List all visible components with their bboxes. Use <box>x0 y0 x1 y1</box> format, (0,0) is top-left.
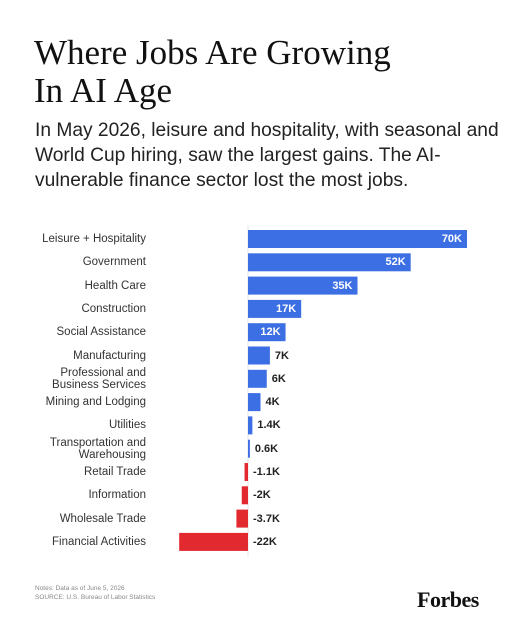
bar <box>179 532 248 551</box>
category-label: Wholesale Trade <box>59 512 146 525</box>
category-label: Retail Trade <box>83 466 146 478</box>
value-label: -2K <box>253 489 271 502</box>
bar <box>248 253 411 272</box>
bar <box>248 393 261 412</box>
category-label: Transportation and Warehousing <box>49 436 146 461</box>
category-label: Financial Activities <box>52 535 146 548</box>
brand-logo: Forbes <box>417 587 479 612</box>
value-label: 12K <box>260 326 281 339</box>
category-label: Utilities <box>108 419 146 432</box>
value-label: -22K <box>253 535 277 548</box>
bar <box>248 299 302 318</box>
notes: Notes: Data as of June 5, 2026 <box>35 585 125 592</box>
chart-title: Where Jobs Are Growing In AI Age <box>34 33 391 110</box>
source: SOURCE: U.S. Bureau of Labor Statistics <box>35 594 156 601</box>
value-label: 17K <box>276 302 297 315</box>
bar <box>236 509 248 528</box>
bar <box>248 230 467 248</box>
bar <box>244 463 248 481</box>
bar <box>241 486 248 505</box>
category-label: Professional and Business Services <box>52 366 146 391</box>
value-label: 6K <box>271 372 286 385</box>
category-label: Government <box>82 256 146 269</box>
value-label: 35K <box>332 279 353 292</box>
category-label: Health Care <box>84 279 146 292</box>
bar <box>248 416 253 435</box>
value-label: 70K <box>441 233 462 245</box>
category-label: Information <box>88 489 146 502</box>
bar <box>248 276 358 295</box>
bar <box>248 369 267 388</box>
value-label: 52K <box>385 256 406 269</box>
value-label: 4K <box>265 396 280 409</box>
category-label: Leisure + Hospitality <box>42 233 146 245</box>
bar <box>248 323 286 342</box>
category-label: Mining and Lodging <box>45 396 146 409</box>
category-label: Social Assistance <box>56 326 147 339</box>
category-label: Manufacturing <box>73 349 146 362</box>
value-label: 1.4K <box>257 419 281 432</box>
bar <box>248 439 250 458</box>
value-label: 0.6K <box>254 442 279 455</box>
value-label: 7K <box>274 349 289 362</box>
value-label: -1.1K <box>253 466 280 478</box>
value-label: -3.7K <box>253 512 280 525</box>
bar <box>248 346 270 365</box>
category-label: Construction <box>81 302 146 315</box>
chart-subtitle: In May 2026, leisure and hospitality, wi… <box>35 120 499 191</box>
